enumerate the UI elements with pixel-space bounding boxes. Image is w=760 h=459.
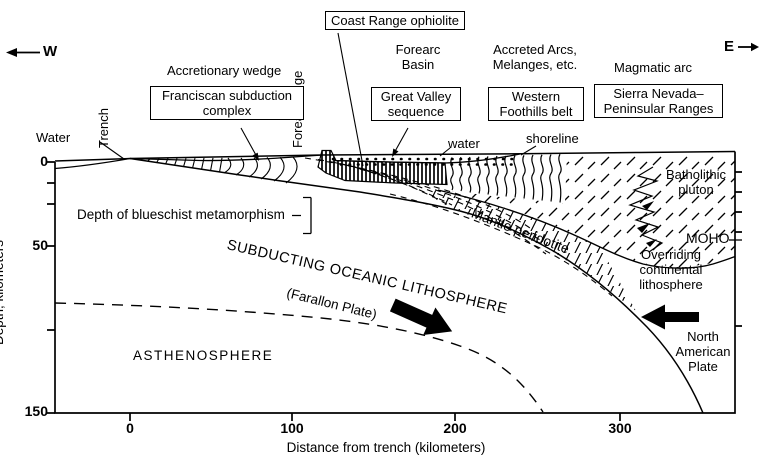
- western-foothills-box: Western Foothills belt: [488, 87, 584, 121]
- blueschist-depth-bracket: [292, 196, 312, 235]
- y-tick-50: 50: [32, 237, 48, 253]
- y-tick-0: 0: [40, 153, 48, 169]
- y-tick-150: 150: [24, 403, 48, 419]
- moho-label: MOHO: [686, 230, 730, 246]
- batholithic-pluton-label: Batholithic pluton: [654, 167, 738, 197]
- y-axis-label: Depth, kilometers: [0, 239, 6, 345]
- moho-crust-base-line: [437, 189, 736, 269]
- batholithic-line2: pluton: [678, 182, 714, 197]
- great-valley-box: Great Valley sequence: [371, 87, 461, 121]
- sierra-nevada-box: Sierra Nevada– Peninsular Ranges: [594, 84, 723, 118]
- mantle-peridotite-pattern: [428, 189, 636, 311]
- overriding-line1: Overriding: [641, 247, 701, 262]
- forearc-basin-line2: Basin: [401, 57, 435, 72]
- blueschist-depth-label: Depth of blueschist metamorphism: [77, 207, 285, 222]
- leader-arrowheads: [252, 148, 399, 161]
- west-arrow-icon: [6, 48, 40, 57]
- x-tick-200: 200: [443, 420, 467, 436]
- overriding-lithosphere-label: Overriding continental lithosphere: [622, 247, 720, 292]
- accreted-arcs-label: Accreted Arcs, Melanges, etc.: [475, 42, 595, 72]
- great-valley-line2: sequence: [387, 104, 445, 119]
- forearc-basin-dots: [331, 157, 519, 166]
- pluton-jagged-outline: [628, 166, 664, 253]
- north-american-line1: North: [687, 329, 719, 344]
- x-axis-label: Distance from trench (kilometers): [286, 440, 486, 455]
- seafloor-lines: [54, 153, 521, 170]
- great-valley-line1: Great Valley: [380, 89, 452, 104]
- magmatic-arc-label: Magmatic arc: [614, 60, 693, 75]
- north-american-plate-label: North American Plate: [666, 329, 740, 374]
- water-east-label: water: [448, 136, 480, 151]
- batholithic-line1: Batholithic: [666, 167, 726, 182]
- compass-west-label: W: [43, 43, 58, 60]
- trench-label: Trench: [96, 108, 111, 148]
- x-tick-100: 100: [280, 420, 304, 436]
- asthenosphere-label: ASTHENOSPHERE: [133, 348, 274, 363]
- overriding-line3: lithosphere: [639, 277, 703, 292]
- x-tick-300: 300: [608, 420, 632, 436]
- forearc-basin-label: Forearc Basin: [383, 42, 453, 72]
- wedge-slash-lines: [223, 156, 298, 184]
- franciscan-line1: Franciscan subduction: [161, 88, 293, 103]
- asthenosphere-boundary-dashed-line: [54, 302, 544, 413]
- franciscan-box: Franciscan subduction complex: [150, 86, 304, 120]
- compass-east-label: E: [724, 38, 735, 55]
- sierra-nevada-line2: Peninsular Ranges: [603, 101, 714, 116]
- western-foothills-line1: Western: [511, 89, 561, 104]
- subducting-slab-top-line: [129, 157, 704, 414]
- accreted-arcs-line1: Accreted Arcs,: [493, 42, 577, 57]
- sierra-nevada-line1: Sierra Nevada–: [613, 86, 704, 101]
- x-tick-0: 0: [126, 420, 134, 436]
- water-west-label: Water: [36, 130, 71, 145]
- subduction-direction-arrow: [389, 298, 453, 335]
- east-arrow-icon: [738, 42, 759, 52]
- wedge-imbricate-lines: [147, 157, 223, 173]
- axes: [47, 151, 742, 421]
- accreted-arcs-line2: Melanges, etc.: [492, 57, 578, 72]
- western-foothills-line2: Foothills belt: [499, 104, 573, 119]
- north-american-line2: American: [675, 344, 731, 359]
- franciscan-line2: complex: [202, 103, 252, 118]
- magmatic-arc-pattern: [452, 151, 735, 268]
- surface-line: [54, 150, 736, 162]
- north-american-line3: Plate: [688, 359, 718, 374]
- overriding-line2: continental: [639, 262, 703, 277]
- shoreline-label: shoreline: [526, 131, 579, 146]
- coast-range-ophiolite-box: Coast Range ophiolite: [325, 11, 465, 30]
- forearc-basin-line1: Forearc: [395, 42, 441, 57]
- north-american-plate-arrow: [641, 304, 699, 330]
- accretionary-wedge-label: Accretionary wedge: [167, 63, 282, 78]
